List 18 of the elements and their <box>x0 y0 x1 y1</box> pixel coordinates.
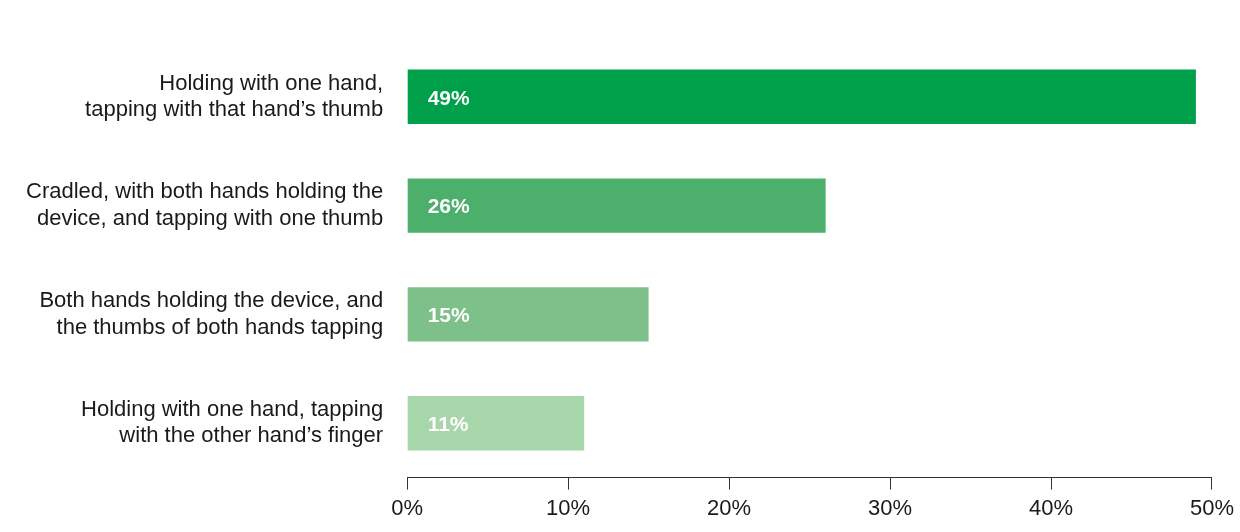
x-tick-label: 10% <box>546 494 591 520</box>
bar <box>407 69 1196 124</box>
data-label: 11% <box>427 412 469 435</box>
x-tick-label: 40% <box>1028 494 1074 520</box>
y-tick-label: Holding with one hand, tapping with that hand’s thumb <box>85 69 384 122</box>
bar <box>407 178 826 233</box>
y-tick-label: Holding with one hand, tapping with the other hand’s finger <box>81 396 384 448</box>
x-tick-label: 30% <box>868 494 913 520</box>
data-label: 26% <box>427 194 470 218</box>
y-tick-label: Both hands holding the device, and the thumbs of both hands tapping <box>39 287 384 339</box>
x-tick-label: 50% <box>1189 494 1235 520</box>
bar <box>407 287 649 342</box>
data-label: 49% <box>427 85 470 109</box>
data-label: 15% <box>427 303 470 327</box>
bar <box>407 396 585 451</box>
x-tick-label: 0% <box>391 494 424 520</box>
x-tick-label: 20% <box>707 494 752 520</box>
y-tick-label: Cradled, with both hands holding the device, and tapping with one thumb <box>25 178 384 230</box>
